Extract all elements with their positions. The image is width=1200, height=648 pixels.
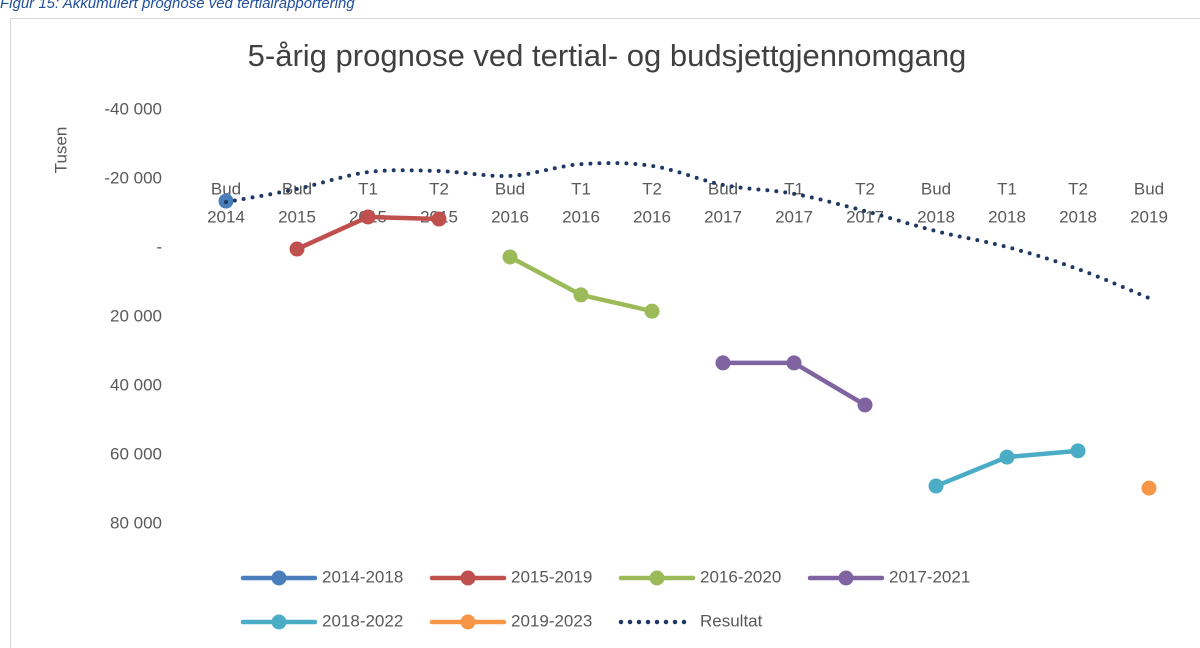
- data-point: [1141, 480, 1157, 496]
- y-axis-label: Tusen: [51, 127, 70, 174]
- data-point: [573, 287, 589, 303]
- x-tick-label: T2: [855, 179, 875, 198]
- legend-label: 2018-2022: [322, 611, 403, 630]
- x-tick-label: 2018: [988, 207, 1026, 226]
- x-tick-label: Bud: [1134, 179, 1164, 198]
- y-tick-label: 40 000: [110, 375, 162, 394]
- data-point: [857, 397, 873, 413]
- legend-marker: [460, 614, 476, 630]
- x-tick-label: 2018: [917, 207, 955, 226]
- x-tick-label: 2017: [704, 207, 742, 226]
- y-tick-label: 80 000: [110, 513, 162, 532]
- data-point: [928, 478, 944, 494]
- series-line: [224, 161, 1151, 301]
- data-point: [715, 355, 731, 371]
- x-tick-label: Bud: [921, 179, 951, 198]
- data-point: [999, 449, 1015, 465]
- legend-marker: [271, 570, 287, 586]
- x-tick-label: T1: [358, 179, 378, 198]
- data-point: [786, 355, 802, 371]
- x-tick-label: 2016: [491, 207, 529, 226]
- data-point: [431, 211, 447, 227]
- data-point: [289, 241, 305, 257]
- data-point: [502, 249, 518, 265]
- x-tick-label: 2017: [775, 207, 813, 226]
- data-point: [1070, 443, 1086, 459]
- legend-label: 2016-2020: [700, 567, 781, 586]
- x-tick-label: 2014: [207, 207, 245, 226]
- legend-label: 2014-2018: [322, 567, 403, 586]
- y-tick-label: -20 000: [104, 168, 162, 187]
- x-tick-label: 2015: [278, 207, 316, 226]
- series-line: [507, 254, 655, 314]
- legend-marker: [460, 570, 476, 586]
- x-tick-label: T1: [571, 179, 591, 198]
- legend-label: 2015-2019: [511, 567, 592, 586]
- x-tick-label: T2: [642, 179, 662, 198]
- x-tick-label: 2016: [562, 207, 600, 226]
- x-tick-label: 2016: [633, 207, 671, 226]
- y-tick-label: 60 000: [110, 444, 162, 463]
- y-tick-label: -: [156, 237, 162, 256]
- x-tick-label: T1: [997, 179, 1017, 198]
- x-tick-label: T2: [429, 179, 449, 198]
- x-tick-label: 2018: [1059, 207, 1097, 226]
- legend-label: Resultat: [700, 611, 763, 630]
- data-point: [360, 209, 376, 225]
- x-tick-label: 2019: [1130, 207, 1168, 226]
- y-tick-label: 20 000: [110, 306, 162, 325]
- y-tick-label: -40 000: [104, 99, 162, 118]
- chart-border: [10, 18, 1200, 648]
- chart-title: 5-årig prognose ved tertial- og budsjett…: [248, 38, 967, 73]
- data-point: [644, 303, 660, 319]
- legend-label: 2019-2023: [511, 611, 592, 630]
- x-tick-label: Bud: [211, 179, 241, 198]
- x-tick-label: Bud: [495, 179, 525, 198]
- x-tick-label: T2: [1068, 179, 1088, 198]
- legend-marker: [271, 614, 287, 630]
- legend-marker: [649, 570, 665, 586]
- figure-caption: Figur 15: Akkumulert prognose ved tertia…: [0, 0, 355, 12]
- legend-marker: [838, 570, 854, 586]
- legend-label: 2017-2021: [889, 567, 970, 586]
- x-tick-label: T1: [784, 179, 804, 198]
